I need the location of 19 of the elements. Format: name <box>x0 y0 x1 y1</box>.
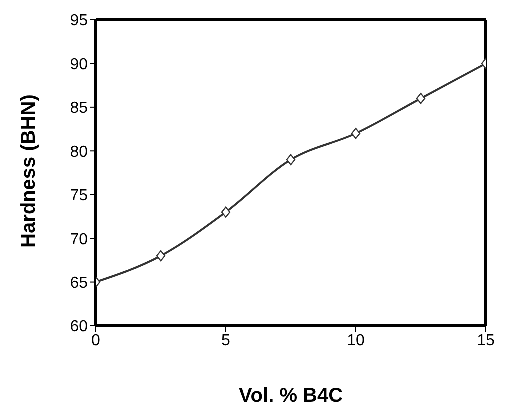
y-tick-label: 65 <box>70 274 88 292</box>
y-tick-label: 95 <box>70 12 88 30</box>
point <box>286 154 296 166</box>
x-tick-label: 15 <box>477 332 495 350</box>
y-tick-label: 80 <box>70 144 88 161</box>
x-tick-label: 0 <box>92 332 101 350</box>
point <box>221 206 231 218</box>
y-tick-label: 90 <box>70 56 88 74</box>
x-tick-label: 5 <box>222 332 231 350</box>
x-tick-label: 10 <box>347 332 365 350</box>
x-axis-title: Vol. % B4C <box>238 385 344 407</box>
point <box>351 128 361 140</box>
y-axis-title: Hardness (BHN) <box>18 94 40 248</box>
y-tick-label: 60 <box>70 318 88 336</box>
point <box>416 93 426 104</box>
y-tick-label: 85 <box>70 100 88 118</box>
y-tick-label: 70 <box>70 231 88 248</box>
y-tick-label: 75 <box>70 188 88 205</box>
point <box>156 250 166 262</box>
